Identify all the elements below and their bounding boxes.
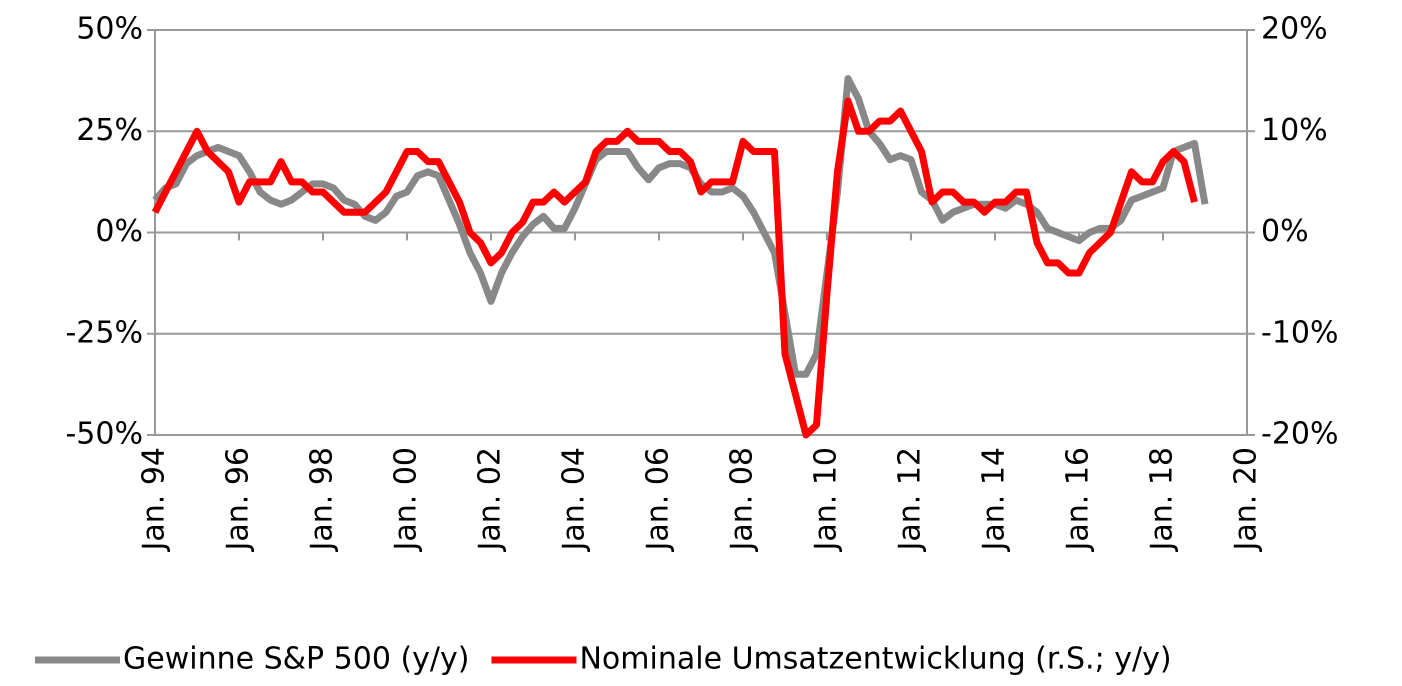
y2-tick-label: -10% bbox=[1261, 315, 1339, 350]
x-tick-label: Jan. 94 bbox=[137, 447, 172, 553]
x-tick-label: Jan. 20 bbox=[1229, 447, 1264, 553]
x-tick-label: Jan. 04 bbox=[557, 447, 592, 553]
x-tick-label: Jan. 08 bbox=[725, 447, 760, 553]
y2-tick-label: -20% bbox=[1261, 417, 1339, 452]
legend-label: Gewinne S&P 500 (y/y) bbox=[123, 642, 469, 677]
series-line bbox=[151, 97, 1198, 439]
y-tick-label: -25% bbox=[65, 315, 143, 350]
x-tick-label: Jan. 96 bbox=[221, 447, 256, 553]
x-tick-label: Jan. 18 bbox=[1145, 447, 1180, 553]
x-tick-label: Jan. 12 bbox=[893, 447, 928, 553]
y2-tick-label: 0% bbox=[1261, 214, 1309, 249]
y2-tick-label: 20% bbox=[1261, 12, 1328, 47]
x-tick-label: Jan. 16 bbox=[1061, 447, 1096, 553]
y-tick-label: 0% bbox=[95, 214, 143, 249]
x-tick-label: Jan. 14 bbox=[977, 447, 1012, 553]
y-tick-label: -50% bbox=[65, 417, 143, 452]
x-tick-label: Jan. 06 bbox=[641, 447, 676, 553]
x-tick-label: Jan. 00 bbox=[389, 447, 424, 553]
x-tick-label: Jan. 98 bbox=[305, 447, 340, 553]
series-line bbox=[152, 75, 1209, 378]
y-tick-label: 25% bbox=[76, 113, 143, 148]
y2-tick-label: 10% bbox=[1261, 113, 1328, 148]
legend-label: Nominale Umsatzentwicklung (r.S.; y/y) bbox=[579, 642, 1171, 677]
x-tick-label: Jan. 02 bbox=[473, 447, 508, 553]
y-tick-label: 50% bbox=[76, 12, 143, 47]
x-tick-label: Jan. 10 bbox=[809, 447, 844, 553]
